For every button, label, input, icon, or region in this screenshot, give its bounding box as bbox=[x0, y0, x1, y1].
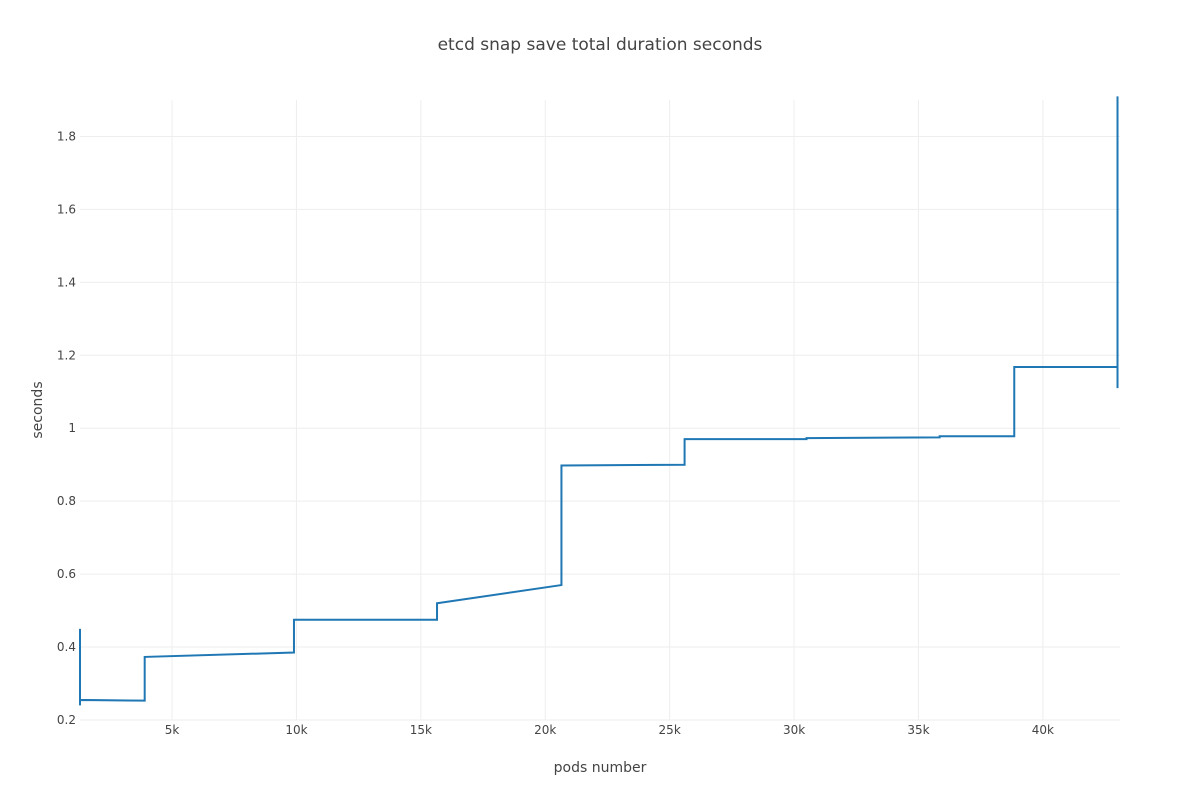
y-tick-labels: 0.2 0.4 0.6 0.8 1 1.2 1.4 1.6 1.8 bbox=[57, 129, 76, 727]
y-tick-label: 1.4 bbox=[57, 275, 76, 289]
y-tick-label: 0.2 bbox=[57, 713, 76, 727]
x-tick-label: 35k bbox=[907, 723, 929, 737]
y-tick-label: 1.2 bbox=[57, 348, 76, 362]
series-layer bbox=[79, 96, 1119, 706]
y-tick-label: 0.8 bbox=[57, 494, 76, 508]
x-tick-label: 10k bbox=[285, 723, 307, 737]
chart-title: etcd snap save total duration seconds bbox=[438, 35, 763, 55]
x-axis-title: pods number bbox=[554, 760, 647, 776]
y-tick-label: 1.6 bbox=[57, 202, 76, 216]
y-axis-title: seconds bbox=[30, 381, 46, 438]
x-tick-labels: 5k 10k 15k 20k 25k 30k 35k 40k bbox=[165, 723, 1054, 737]
y-tick-label: 0.4 bbox=[57, 640, 76, 654]
y-tick-label: 1.8 bbox=[57, 129, 76, 143]
y-tick-label: 1 bbox=[68, 421, 76, 435]
x-tick-label: 25k bbox=[659, 723, 681, 737]
x-tick-label: 20k bbox=[534, 723, 556, 737]
x-tick-label: 40k bbox=[1032, 723, 1054, 737]
x-tick-label: 15k bbox=[410, 723, 432, 737]
x-tick-label: 30k bbox=[783, 723, 805, 737]
x-tick-label: 5k bbox=[165, 723, 180, 737]
series-line bbox=[79, 96, 1119, 706]
y-gridlines bbox=[80, 135, 1120, 721]
x-gridlines bbox=[171, 100, 1044, 720]
y-tick-label: 0.6 bbox=[57, 567, 76, 581]
